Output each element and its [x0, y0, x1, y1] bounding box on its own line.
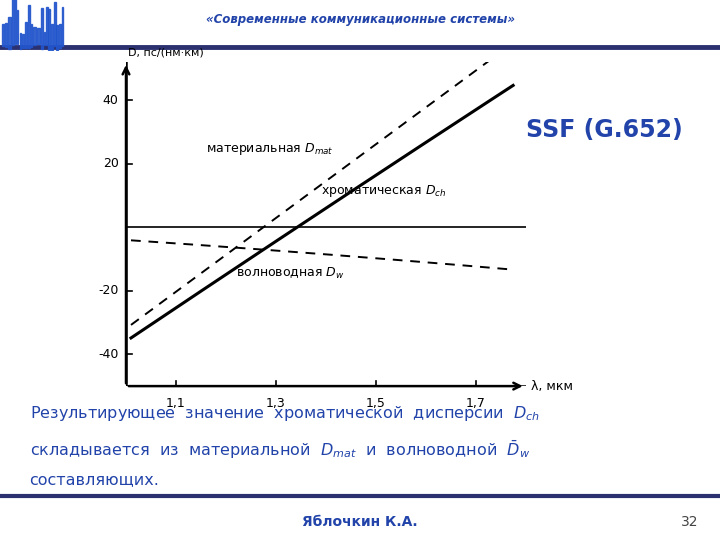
Bar	[8, 17, 11, 49]
Text: Яблочкин К.А.: Яблочкин К.А.	[302, 515, 418, 529]
Bar	[51, 24, 53, 50]
Bar	[46, 7, 48, 45]
Text: -40: -40	[98, 348, 119, 361]
Text: 1,1: 1,1	[166, 397, 186, 410]
Bar	[31, 24, 32, 46]
Bar	[37, 28, 40, 44]
Text: составляющих.: составляющих.	[30, 472, 160, 488]
Bar	[62, 7, 63, 46]
Bar	[41, 9, 42, 49]
Bar	[25, 22, 27, 49]
Text: 1,5: 1,5	[366, 397, 386, 410]
Bar	[59, 24, 61, 48]
Bar	[5, 23, 7, 47]
Bar	[48, 9, 50, 50]
Text: D, пс/(нм·км): D, пс/(нм·км)	[128, 48, 204, 57]
Text: 1,7: 1,7	[466, 397, 485, 410]
Text: материальная $D_{mat}$: материальная $D_{mat}$	[206, 141, 333, 157]
Bar	[33, 27, 35, 45]
Bar	[12, 0, 14, 45]
Text: λ, мкм: λ, мкм	[531, 380, 572, 393]
Text: Результирующее  значение  хроматической  дисперсии  $D_{ch}$: Результирующее значение хроматической ди…	[30, 404, 540, 423]
Text: 1,3: 1,3	[266, 397, 286, 410]
Bar	[44, 32, 45, 45]
Bar	[56, 25, 58, 50]
Text: 40: 40	[103, 94, 119, 107]
Bar	[17, 10, 19, 44]
Bar	[22, 33, 24, 48]
Bar	[2, 24, 4, 46]
Bar	[19, 33, 21, 49]
Text: -20: -20	[98, 284, 119, 298]
Text: «Современные коммуникационные системы»: «Современные коммуникационные системы»	[205, 13, 515, 26]
Text: 32: 32	[681, 515, 698, 529]
Text: складывается  из  материальной  $D_{mat}$  и  волноводной  $\bar{D}_w$: складывается из материальной $D_{mat}$ и…	[30, 438, 530, 461]
Text: хроматическая $D_{ch}$: хроматическая $D_{ch}$	[321, 183, 446, 199]
Text: SSF (G.652): SSF (G.652)	[526, 118, 683, 141]
Bar	[15, 0, 17, 44]
Text: волноводная $D_w$: волноводная $D_w$	[236, 266, 344, 281]
Bar	[28, 5, 30, 48]
Bar	[54, 2, 55, 46]
Text: 20: 20	[103, 157, 119, 170]
